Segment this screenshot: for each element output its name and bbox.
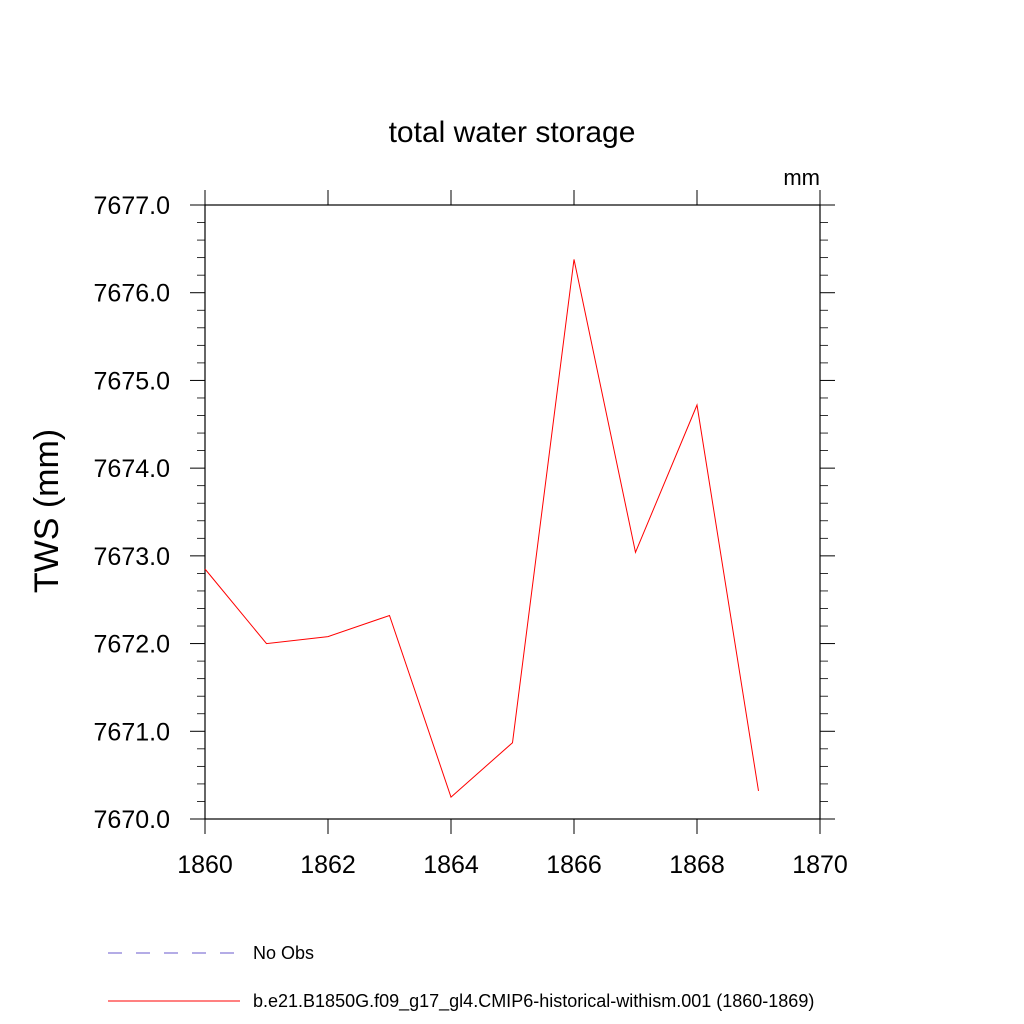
units-label: mm xyxy=(783,165,820,190)
legend-item-no-obs: No Obs xyxy=(108,943,314,963)
plot-frame xyxy=(204,204,821,820)
y-tick-label: 7675.0 xyxy=(94,367,170,395)
x-tick-label: 1870 xyxy=(792,851,848,879)
legend-label-model-run: b.e21.B1850G.f09_g17_gl4.CMIP6-historica… xyxy=(253,991,814,1012)
x-tick-label: 1864 xyxy=(423,851,479,879)
chart-title: total water storage xyxy=(389,116,636,149)
y-axis-label: TWS (mm) xyxy=(28,429,66,593)
x-tick-label: 1866 xyxy=(546,851,602,879)
y-tick-label: 7674.0 xyxy=(94,455,170,483)
legend-label-no-obs: No Obs xyxy=(253,943,314,963)
legend: No Obs b.e21.B1850G.f09_g17_gl4.CMIP6-hi… xyxy=(108,943,814,1012)
y-tick-label: 7672.0 xyxy=(94,631,170,659)
y-tick-label: 7676.0 xyxy=(94,280,170,308)
series-line xyxy=(204,259,759,798)
y-tick-label: 7673.0 xyxy=(94,543,170,571)
tick-labels: 1860 1862 1864 1866 1868 1870 7670.0 7671.0 7672… xyxy=(94,192,848,879)
x-tick-label: 1868 xyxy=(669,851,725,879)
y-tick-label: 7671.0 xyxy=(94,718,170,746)
series-lines xyxy=(204,259,759,798)
legend-item-model-run: b.e21.B1850G.f09_g17_gl4.CMIP6-historica… xyxy=(108,991,814,1012)
y-tick-label: 7670.0 xyxy=(94,806,170,834)
x-tick-label: 1862 xyxy=(300,851,356,879)
axis-ticks xyxy=(190,190,835,834)
x-tick-label: 1860 xyxy=(177,851,233,879)
y-tick-label: 7677.0 xyxy=(94,192,170,220)
